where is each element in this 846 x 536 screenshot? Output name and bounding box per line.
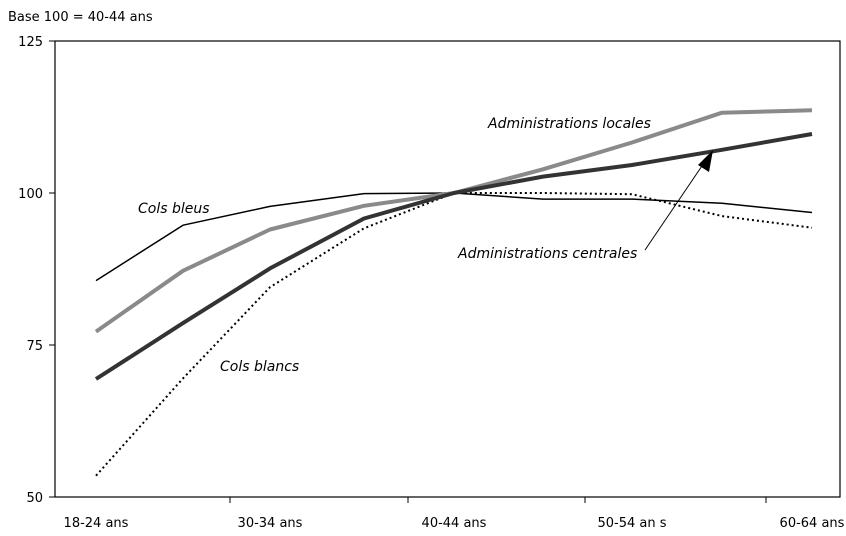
x-tick-label: 40-44 ans: [422, 516, 487, 531]
x-tick-label: 50-54 an s: [597, 516, 666, 531]
series-label-cols-blancs: Cols blancs: [220, 359, 299, 375]
x-tick-label: 30-34 ans: [238, 516, 303, 531]
base-note: Base 100 = 40-44 ans: [8, 10, 153, 25]
annotation-arrow: [644, 150, 713, 251]
axes: 50 75 100 125 18-24 ans 30-34 ans 40-44 ans 50-…: [18, 35, 844, 531]
y-tick-label: 50: [26, 491, 43, 506]
arrow-line: [644, 159, 707, 251]
series-labels: Cols bleus Administrations locales Admin…: [138, 116, 651, 375]
arrow-head: [698, 150, 713, 172]
series-line-cols-blancs: [95, 192, 813, 477]
y-tick-label: 100: [18, 187, 43, 202]
plot-frame: [54, 40, 841, 498]
y-tick-label: 125: [18, 35, 43, 50]
series-label-cols-bleus: Cols bleus: [138, 201, 210, 217]
series-label-administrations-locales: Administrations locales: [487, 116, 651, 132]
series-line-administrations-centrales: [94, 132, 813, 381]
series-label-administrations-centrales: Administrations centrales: [457, 246, 637, 262]
y-tick-label: 75: [26, 339, 43, 354]
series-layer: [94, 108, 813, 477]
x-tick-label: 60-64 ans: [780, 516, 845, 531]
x-tick-label: 18-24 ans: [64, 516, 129, 531]
